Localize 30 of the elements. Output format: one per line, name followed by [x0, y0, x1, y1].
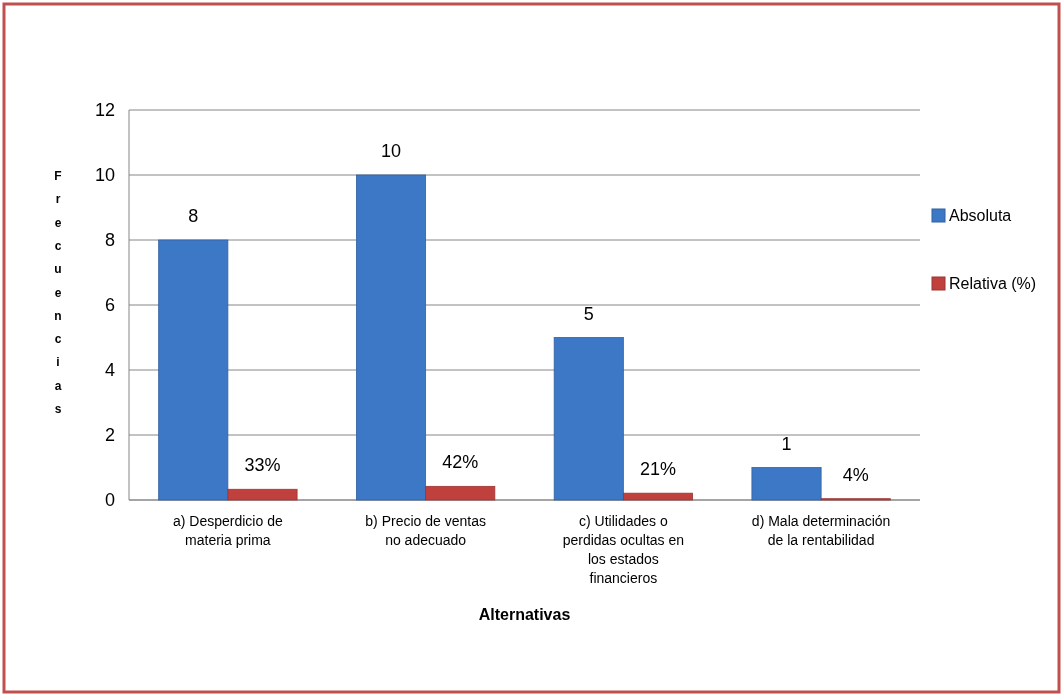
- x-tick-label: d) Mala determinación de la rentabilidad: [751, 513, 891, 548]
- bar: [227, 488, 298, 501]
- bar: [356, 174, 427, 501]
- data-label: 5: [583, 303, 594, 324]
- y-tick-label: 8: [104, 230, 115, 251]
- data-label: 8: [188, 206, 199, 226]
- y-tick-label: 0: [104, 490, 115, 511]
- legend-label: Relativa (%): [949, 274, 1037, 292]
- x-tick-label: a) Desperdicio de materia prima: [173, 513, 283, 548]
- y-tick-label: 6: [104, 295, 115, 316]
- bar: [158, 239, 229, 501]
- legend-label: Absoluta: [949, 206, 1012, 224]
- data-label: 42%: [442, 452, 479, 473]
- data-label: 33%: [244, 455, 281, 476]
- data-label: 21%: [639, 459, 676, 480]
- data-label: 1: [781, 433, 792, 454]
- y-tick-label: 10: [94, 165, 115, 186]
- data-label: 4%: [842, 464, 869, 485]
- x-tick-label: c) Utilidades o perdidas ocultas en los estados financieros: [562, 513, 685, 586]
- y-tick-label: 12: [94, 100, 115, 121]
- text: Frecuencias: [54, 169, 62, 416]
- bar: [622, 492, 693, 501]
- x-tick-label: b) Precio de ventas no adecuado: [365, 513, 486, 548]
- bar: [553, 337, 624, 501]
- y-tick-label: 4: [104, 360, 115, 381]
- data-label: 10: [381, 141, 402, 161]
- bar: [751, 467, 822, 501]
- bar: [425, 485, 496, 501]
- x-axis-title: Alternativas: [478, 606, 571, 623]
- y-tick-label: 2: [104, 425, 115, 446]
